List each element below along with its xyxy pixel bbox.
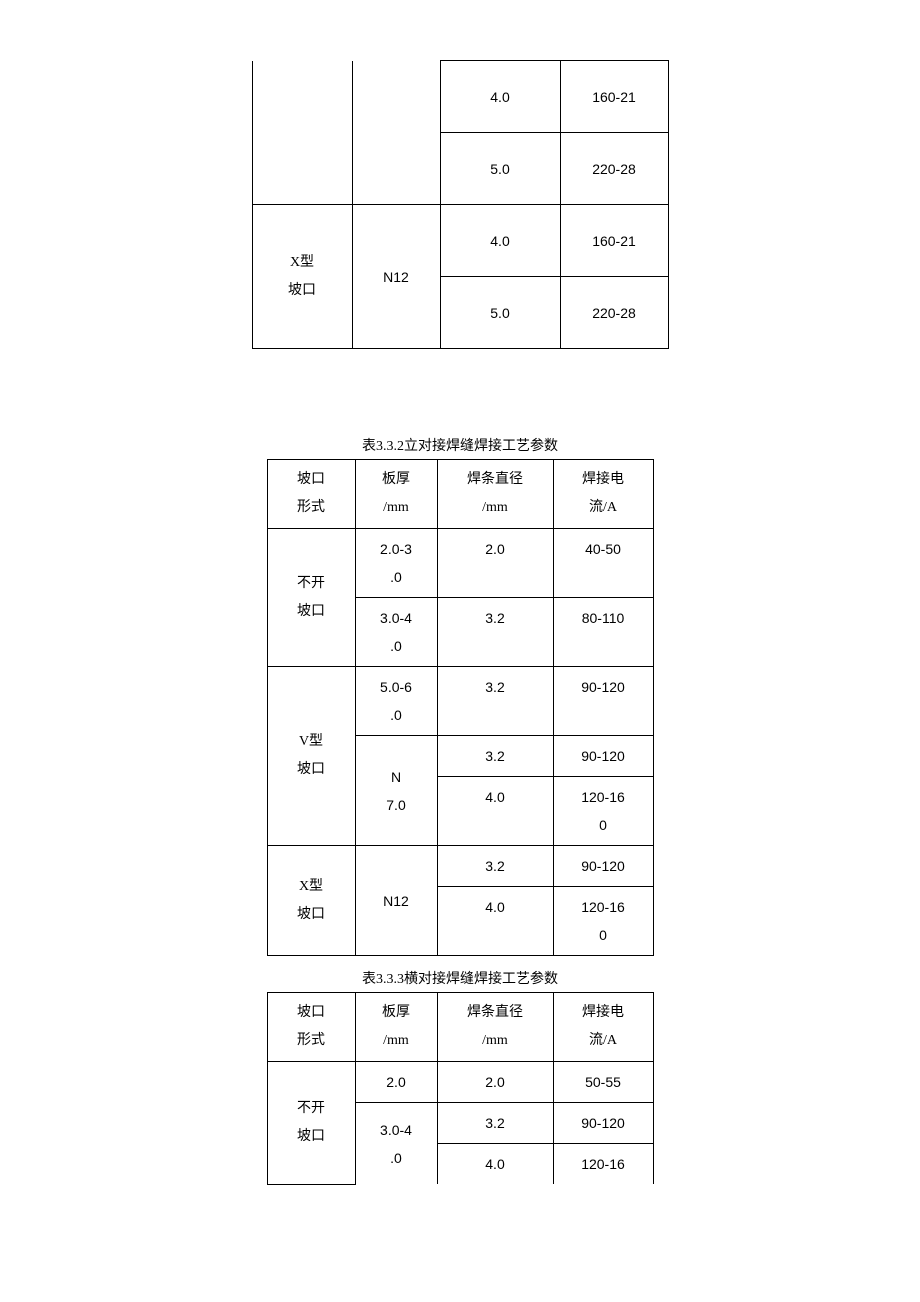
- cell-current: 120-16: [553, 1144, 653, 1185]
- table-header-row: 坡口形式 板厚/mm 焊条直径/mm 焊接电流/A: [267, 460, 653, 529]
- cell-current: 160-21: [560, 61, 668, 133]
- cell-diameter: 2.0: [437, 1062, 553, 1103]
- cell-current: 90-120: [553, 667, 653, 736]
- header-thickness: 板厚/mm: [355, 460, 437, 529]
- cell-current: 90-120: [553, 846, 653, 887]
- cell-thickness: 2.0-3.0: [355, 529, 437, 598]
- table-2-caption: 表3.3.2立对接焊缝焊接工艺参数: [362, 435, 558, 455]
- cell-diameter: 5.0: [440, 277, 560, 349]
- table-2: 坡口形式 板厚/mm 焊条直径/mm 焊接电流/A 不开坡口 2.0-3.0 2…: [267, 459, 654, 956]
- cell-current: 50-55: [553, 1062, 653, 1103]
- cell-groove-type: X型坡口: [252, 205, 352, 349]
- cell-current: 120-160: [553, 777, 653, 846]
- cell-groove-type: 不开坡口: [267, 1062, 355, 1185]
- cell-thickness: N12: [355, 846, 437, 956]
- cell-groove-type: X型坡口: [267, 846, 355, 956]
- header-current: 焊接电流/A: [553, 460, 653, 529]
- cell-current: 90-120: [553, 1103, 653, 1144]
- cell-thickness: N7.0: [355, 736, 437, 846]
- table-row: 不开坡口 2.0 2.0 50-55: [267, 1062, 653, 1103]
- header-diameter: 焊条直径/mm: [437, 993, 553, 1062]
- cell-diameter: 3.2: [437, 598, 553, 667]
- table-row: V型坡口 5.0-6.0 3.2 90-120: [267, 667, 653, 736]
- header-groove-type: 坡口形式: [267, 993, 355, 1062]
- cell-empty: [352, 61, 440, 205]
- cell-thickness: 5.0-6.0: [355, 667, 437, 736]
- table-row: X型坡口 N12 3.2 90-120: [267, 846, 653, 887]
- cell-current: 40-50: [553, 529, 653, 598]
- cell-current: 80-110: [553, 598, 653, 667]
- header-current: 焊接电流/A: [553, 993, 653, 1062]
- cell-thickness: 3.0-4.0: [355, 598, 437, 667]
- cell-diameter: 5.0: [440, 133, 560, 205]
- cell-groove-type: V型坡口: [267, 667, 355, 846]
- header-groove-type: 坡口形式: [267, 460, 355, 529]
- cell-current: 160-21: [560, 205, 668, 277]
- cell-diameter: 3.2: [437, 1103, 553, 1144]
- header-thickness: 板厚/mm: [355, 993, 437, 1062]
- header-diameter: 焊条直径/mm: [437, 460, 553, 529]
- cell-diameter: 4.0: [437, 1144, 553, 1185]
- table-row: X型坡口 N12 4.0 160-21: [252, 205, 668, 277]
- cell-groove-type: 不开坡口: [267, 529, 355, 667]
- table-row: 4.0 160-21: [252, 61, 668, 133]
- cell-diameter: 2.0: [437, 529, 553, 598]
- cell-diameter: 4.0: [440, 61, 560, 133]
- cell-diameter: 4.0: [437, 777, 553, 846]
- page-container: 4.0 160-21 5.0 220-28 X型坡口 N12 4.0 160-2…: [0, 60, 920, 1185]
- cell-diameter: 3.2: [437, 667, 553, 736]
- table-1: 4.0 160-21 5.0 220-28 X型坡口 N12 4.0 160-2…: [252, 60, 669, 349]
- cell-current: 220-28: [560, 277, 668, 349]
- cell-current: 120-160: [553, 887, 653, 956]
- cell-current: 220-28: [560, 133, 668, 205]
- table-3-caption: 表3.3.3横对接焊缝焊接工艺参数: [362, 968, 558, 988]
- table-3: 坡口形式 板厚/mm 焊条直径/mm 焊接电流/A 不开坡口 2.0 2.0 5…: [267, 992, 654, 1185]
- cell-diameter: 4.0: [437, 887, 553, 956]
- cell-diameter: 3.2: [437, 846, 553, 887]
- cell-empty: [252, 61, 352, 205]
- cell-thickness: 2.0: [355, 1062, 437, 1103]
- cell-diameter: 3.2: [437, 736, 553, 777]
- cell-thickness: 3.0-4.0: [355, 1103, 437, 1185]
- table-header-row: 坡口形式 板厚/mm 焊条直径/mm 焊接电流/A: [267, 993, 653, 1062]
- table-row: 不开坡口 2.0-3.0 2.0 40-50: [267, 529, 653, 598]
- cell-current: 90-120: [553, 736, 653, 777]
- cell-thickness: N12: [352, 205, 440, 349]
- cell-diameter: 4.0: [440, 205, 560, 277]
